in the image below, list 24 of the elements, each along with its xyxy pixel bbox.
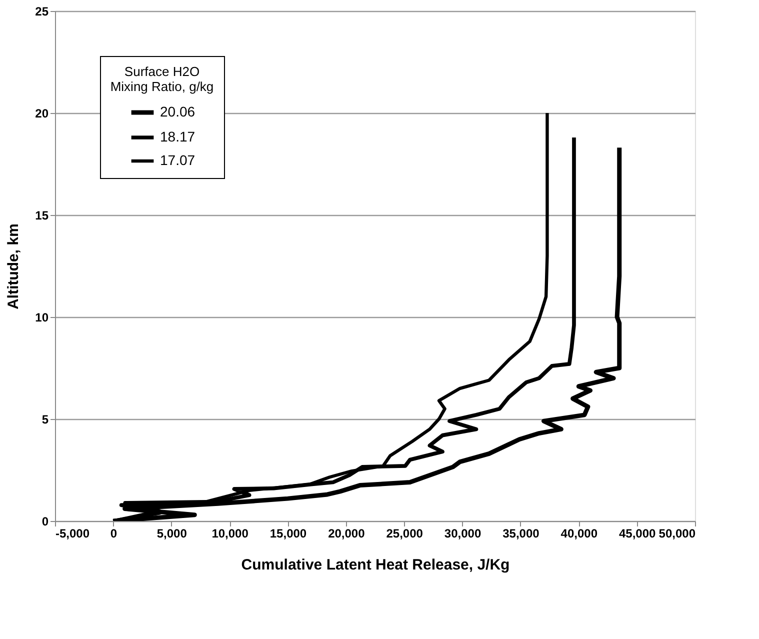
x-tick-label: 0 [110,526,118,540]
legend-label: 17.07 [160,152,196,168]
x-tick-label: 20,000 [328,526,366,540]
y-axis-title: Altitude, km [5,224,22,310]
x-tick-label: 30,000 [444,526,482,540]
y-tick-label: 15 [35,208,49,222]
legend-label: 18.17 [160,128,196,144]
y-tick-label: 10 [35,310,49,324]
x-tick-label: 35,000 [502,526,540,540]
x-tick-label: 10,000 [212,526,249,540]
y-tick-label: 20 [35,106,49,120]
legend-label: 20.06 [160,104,196,120]
x-tick-label: 45,000 [618,526,656,540]
x-tick-label: 15,000 [270,526,307,540]
y-tick-label: 0 [42,514,49,528]
y-tick-label: 25 [35,4,49,18]
legend-title: Surface H2O Mixing Ratio, g/kg [110,64,214,94]
x-tick-label: 50,000 [658,526,696,540]
x-tick-label: 25,000 [386,526,424,540]
x-tick-label: -5,000 [56,526,90,540]
y-tick-label: 5 [42,412,49,426]
x-tick-label: 40,000 [560,526,598,540]
x-axis-title: Cumulative Latent Heat Release, J/Kg [241,556,510,574]
x-tick-label: 5,000 [156,526,188,540]
